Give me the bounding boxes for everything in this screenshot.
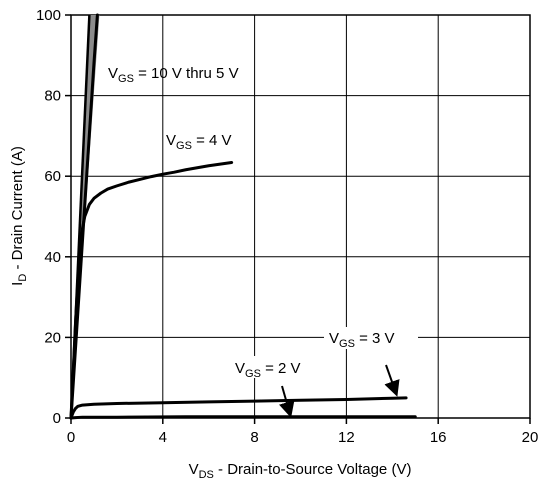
x-tick-label: 16 [430,429,447,446]
annotation-vgs-10-thru-5: VGS = 10 V thru 5 V [108,65,239,85]
y-tick-label: 20 [44,329,61,346]
series-lines [69,13,417,420]
series-line-3 [69,415,417,420]
series-line-2 [69,396,408,420]
arrow-vgs-3 [384,364,400,397]
series-line-1 [69,161,234,420]
y-tick-label: 80 [44,88,61,105]
y-tick-label: 60 [44,168,61,185]
annotation-vgs-3: VGS = 3 V [329,330,395,350]
y-tick-label: 0 [53,410,61,427]
arrow-vgs-2 [279,385,295,418]
annotation-vgs-4: VGS = 4 V [166,132,232,152]
x-tick-label: 4 [159,429,167,446]
x-tick-label: 8 [250,429,258,446]
x-ticks: 0 4 8 12 16 20 [67,418,539,446]
annotation-vgs-2: VGS = 2 V [235,360,301,380]
x-tick-label: 12 [338,429,355,446]
annotation-vgs-3-bg [324,327,418,349]
y-tick-label: 100 [36,7,61,24]
y-tick-label: 40 [44,249,61,266]
x-axis-label: VDS - Drain-to-Source Voltage (V) [189,461,412,481]
annotation-vgs-2-bg [230,356,322,378]
series-band-edge [69,14,91,419]
y-axis-label: ID - Drain Current (A) [9,146,29,286]
x-tick-label: 0 [67,429,75,446]
x-tick-label: 20 [522,429,539,446]
y-ticks: 0 20 40 60 80 100 [36,7,71,427]
